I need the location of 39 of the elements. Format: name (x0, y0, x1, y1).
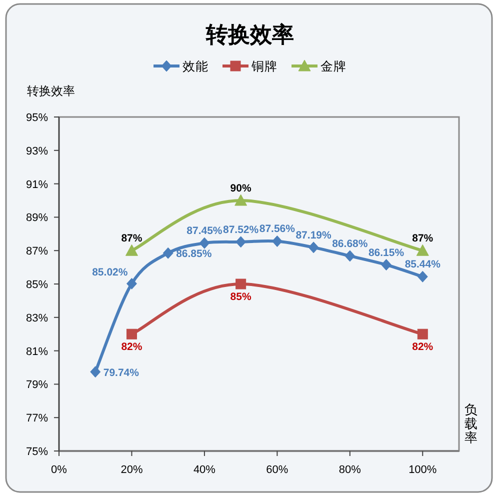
data-label: 87% (121, 232, 142, 245)
x-tick-label: 40% (193, 464, 216, 476)
data-label: 90% (230, 182, 252, 194)
x-tick-label: 60% (266, 464, 288, 476)
legend-label: 效能 (182, 60, 208, 74)
x-tick-label: 20% (120, 464, 143, 476)
data-label: 87.19% (296, 229, 332, 242)
data-label: 85.44% (404, 258, 440, 271)
x-tick-label: 0% (51, 464, 67, 476)
title: 转换效率 (206, 22, 294, 47)
x-tick-label: 80% (338, 464, 361, 476)
y-tick-label: 83% (26, 312, 48, 324)
data-label: 87% (412, 232, 434, 245)
data-label: 86.85% (176, 248, 212, 260)
y-tick-label: 93% (26, 145, 48, 158)
data-label: 86.68% (332, 238, 368, 250)
data-label: 87.56% (259, 223, 295, 236)
data-label: 82% (121, 341, 142, 354)
legend-label: 铜牌 (252, 60, 278, 74)
legend-label: 金牌 (320, 60, 346, 74)
y-tick-label: 89% (26, 212, 48, 224)
y-axis-title: 转换效率 (27, 84, 75, 98)
data-label: 82% (412, 341, 434, 354)
y-tick-label: 79% (26, 379, 48, 392)
y-tick-label: 95% (26, 112, 48, 124)
y-tick-label: 85% (26, 279, 48, 291)
data-label: 85% (230, 291, 252, 303)
data-label: 87.52% (223, 224, 259, 236)
data-label: 87.45% (186, 225, 222, 238)
y-tick-label: 87% (26, 246, 48, 258)
y-tick-label: 81% (26, 346, 48, 358)
data-label: 79.74% (103, 366, 139, 379)
x-axis-title: 负载率 (464, 402, 478, 445)
y-tick-label: 75% (26, 446, 48, 458)
y-tick-label: 91% (26, 178, 48, 191)
y-tick-label: 77% (26, 412, 48, 425)
x-tick-label: 100% (408, 464, 437, 476)
data-label: 86.15% (368, 246, 404, 259)
data-label: 85.02% (92, 266, 128, 279)
